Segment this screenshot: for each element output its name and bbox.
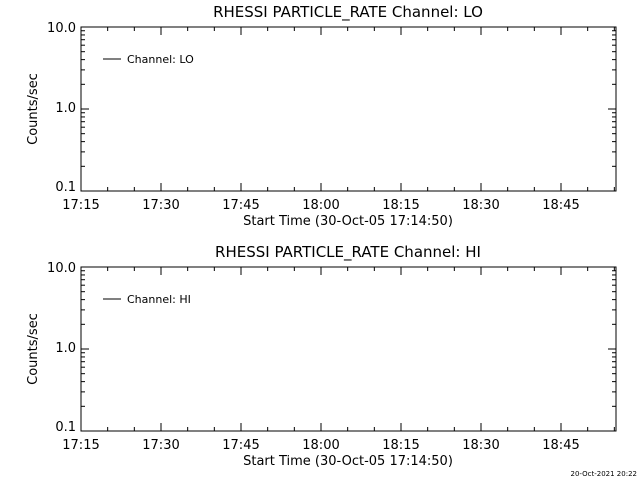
chart-panel-lo: RHESSI PARTICLE_RATE Channel: LO 10.0 1.…	[26, 3, 617, 229]
axis-ticks	[80, 26, 616, 192]
chart-title: RHESSI PARTICLE_RATE Channel: LO	[213, 3, 483, 22]
y-tick-label: 10.0	[47, 21, 76, 36]
y-axis-label: Counts/sec	[26, 73, 41, 145]
legend-entry: Channel: LO	[127, 53, 194, 66]
axis-ticks	[80, 266, 616, 432]
chart-panel-hi: RHESSI PARTICLE_RATE Channel: HI 10.0 1.…	[26, 243, 617, 469]
generation-timestamp: 20-Oct-2021 20:22	[571, 470, 637, 478]
chart-title: RHESSI PARTICLE_RATE Channel: HI	[215, 243, 481, 262]
x-tick-label: 18:15	[382, 438, 419, 453]
x-axis-label: Start Time (30-Oct-05 17:14:50)	[243, 454, 453, 469]
x-tick-label: 17:15	[62, 198, 99, 213]
x-tick-label: 18:30	[462, 438, 499, 453]
y-tick-label: 0.1	[55, 420, 76, 435]
y-tick-label: 1.0	[55, 341, 76, 356]
y-tick-label: 1.0	[55, 101, 76, 116]
x-tick-label: 17:45	[222, 438, 259, 453]
legend-entry: Channel: HI	[127, 293, 191, 306]
y-tick-label: 0.1	[55, 180, 76, 195]
plot-frame	[80, 266, 617, 432]
y-axis-label: Counts/sec	[26, 313, 41, 385]
x-tick-label: 17:30	[142, 198, 179, 213]
x-tick-label: 18:30	[462, 198, 499, 213]
x-tick-label: 18:45	[542, 198, 579, 213]
x-axis-label: Start Time (30-Oct-05 17:14:50)	[243, 214, 453, 229]
x-tick-label: 18:00	[302, 198, 339, 213]
x-tick-label: 18:00	[302, 438, 339, 453]
x-tick-label: 17:45	[222, 198, 259, 213]
x-tick-label: 17:30	[142, 438, 179, 453]
y-tick-label: 10.0	[47, 261, 76, 276]
x-tick-label: 18:15	[382, 198, 419, 213]
x-tick-label: 18:45	[542, 438, 579, 453]
x-tick-label: 17:15	[62, 438, 99, 453]
plot-frame	[80, 26, 617, 192]
